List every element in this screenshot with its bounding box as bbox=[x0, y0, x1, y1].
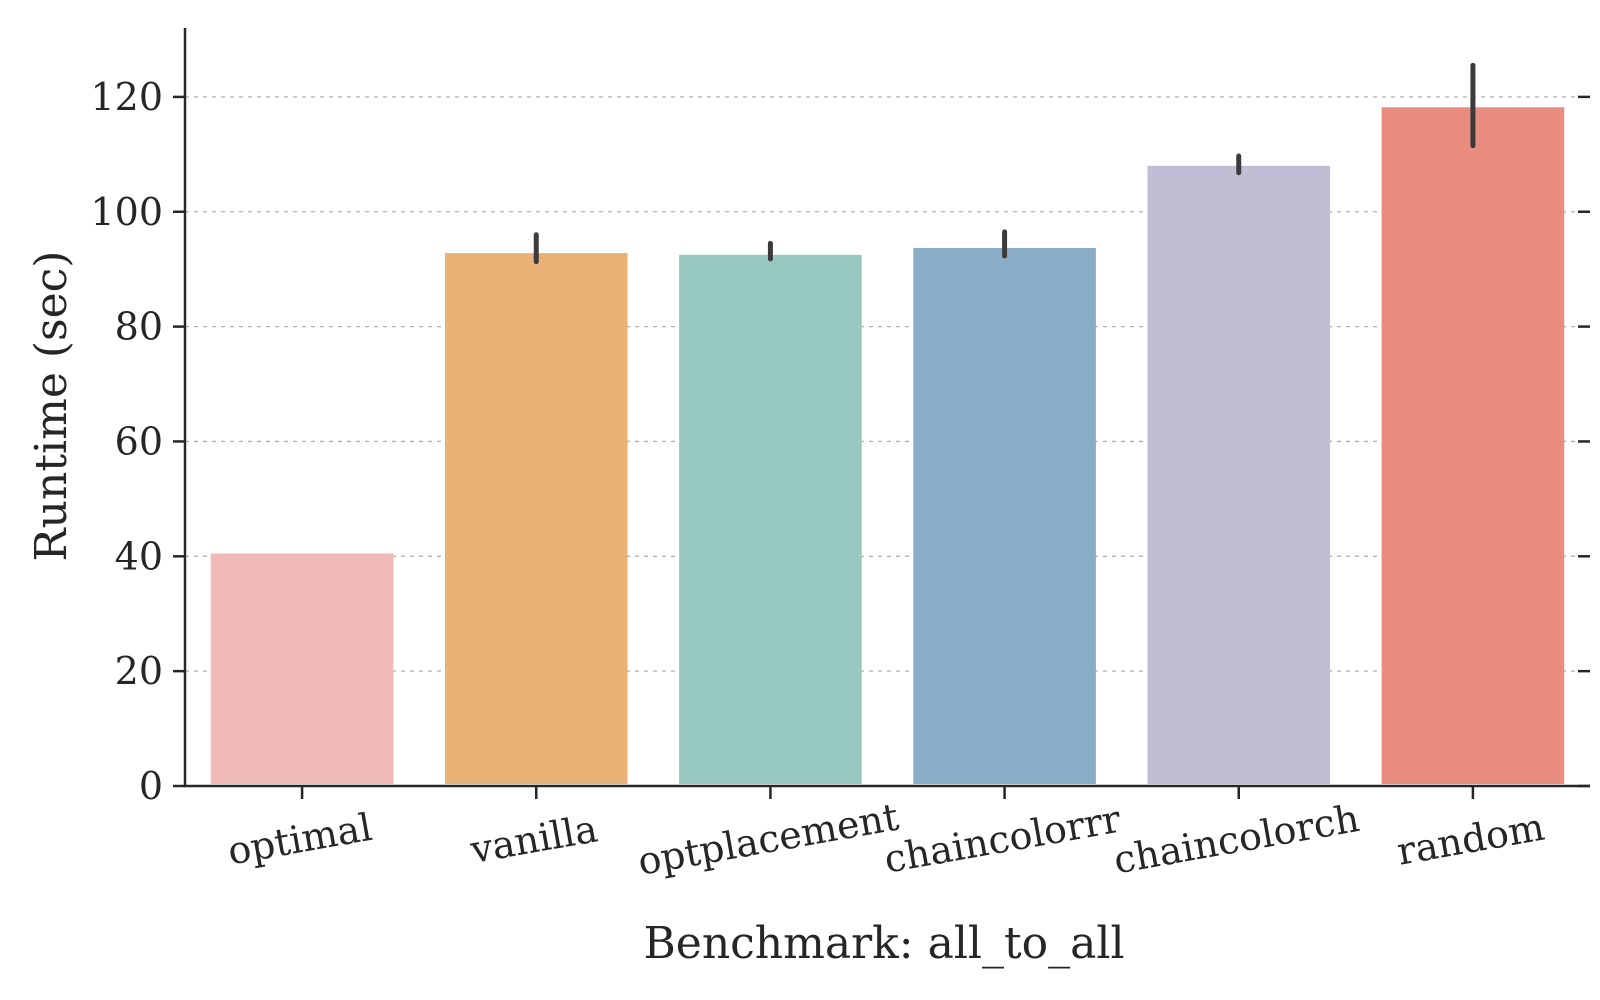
bar-chaincolorrr bbox=[913, 247, 1096, 785]
x-tick-label-random: random bbox=[1394, 805, 1548, 874]
y-axis-ticks: 0 20 40 60 80 100 120 bbox=[90, 75, 1590, 808]
x-axis-title: Benchmark: all_to_all bbox=[643, 918, 1124, 969]
axes bbox=[183, 28, 1590, 788]
x-tick-label-vanilla: vanilla bbox=[466, 806, 600, 872]
gridlines bbox=[185, 96, 1590, 672]
y-tick-label: 20 bbox=[115, 649, 163, 693]
bar-random bbox=[1381, 107, 1565, 784]
y-tick-label: 120 bbox=[90, 75, 163, 119]
y-tick-label: 40 bbox=[115, 534, 163, 578]
y-axis-title: Runtime (sec) bbox=[26, 251, 77, 562]
bar-chaincolorch bbox=[1147, 165, 1331, 784]
y-tick-label: 80 bbox=[115, 305, 163, 349]
bar-optplacement bbox=[679, 254, 862, 785]
bar-optimal bbox=[210, 553, 394, 784]
y-tick-label: 60 bbox=[115, 419, 163, 463]
bar-vanilla bbox=[444, 253, 628, 784]
x-tick-label-optplacement: optplacement bbox=[635, 795, 902, 884]
bars bbox=[210, 107, 1565, 785]
y-tick-label: 0 bbox=[139, 764, 163, 808]
x-tick-label-optimal: optimal bbox=[224, 805, 375, 874]
error-bars bbox=[533, 62, 1476, 265]
x-axis-ticks: optimal vanilla optplacementchaincolorrrch… bbox=[224, 786, 1548, 884]
y-tick-label: 100 bbox=[90, 190, 163, 234]
x-tick-label-chaincolorch: chaincolorch bbox=[1110, 796, 1362, 882]
x-tick-label-chaincolorrr: chaincolorrr bbox=[881, 797, 1125, 882]
